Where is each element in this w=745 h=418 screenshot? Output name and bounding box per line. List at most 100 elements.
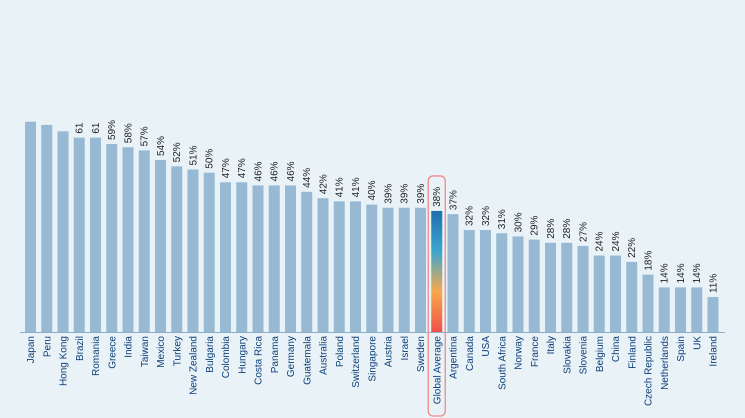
value-label: 46%	[270, 161, 281, 181]
value-label: 39%	[416, 184, 427, 204]
bar-mexico	[155, 159, 166, 332]
category-label: UK	[692, 336, 703, 350]
value-label: 41%	[335, 177, 346, 197]
bar-australia	[317, 198, 329, 332]
category-label: Sweden	[416, 336, 427, 372]
bar-italy	[545, 242, 556, 332]
value-label: 37%	[449, 190, 460, 210]
category-label: Australia	[319, 336, 330, 375]
bar-panama	[268, 185, 280, 332]
bar-hungary	[236, 182, 248, 332]
value-label: 28%	[562, 219, 573, 239]
value-label: 47%	[237, 158, 248, 178]
value-label: 52%	[172, 142, 183, 162]
bar-taiwan	[138, 150, 150, 332]
category-label: Costa Rica	[254, 336, 265, 385]
category-label: Taiwan	[140, 336, 151, 367]
value-label: 61	[91, 122, 102, 134]
bar-china	[610, 255, 621, 332]
bar-belgium	[593, 255, 605, 332]
value-label: 54%	[156, 136, 167, 156]
value-label: 59%	[107, 120, 118, 140]
bar-costa-rica	[252, 185, 264, 332]
category-label: Romania	[91, 336, 102, 376]
value-label: 31%	[497, 209, 508, 229]
value-label: 39%	[384, 184, 395, 204]
category-label: Czech Republic	[644, 336, 655, 406]
category-label: Switzerland	[351, 336, 362, 388]
value-label: 27%	[579, 222, 590, 242]
category-label: Singapore	[367, 336, 378, 382]
value-label: 24%	[611, 231, 622, 251]
value-label: 58%	[124, 123, 135, 143]
bar-norway	[512, 236, 524, 332]
category-label: New Zealand	[189, 336, 200, 395]
category-label: Mexico	[156, 336, 167, 368]
value-label: 14%	[660, 263, 671, 283]
value-label: 44%	[302, 168, 313, 188]
value-label: 14%	[692, 263, 703, 283]
category-label: Greece	[107, 336, 118, 369]
value-label: 18%	[644, 251, 655, 271]
category-label: Global Average	[432, 336, 443, 405]
category-label: Hungary	[237, 336, 248, 374]
category-label: Norway	[514, 336, 525, 370]
category-label: China	[611, 336, 622, 363]
bar-slovakia	[561, 242, 573, 332]
value-label: 24%	[595, 231, 606, 251]
bar-japan	[25, 121, 36, 332]
bar-global-average	[431, 210, 443, 332]
value-label: 47%	[221, 158, 232, 178]
value-label: 28%	[546, 219, 557, 239]
category-label: Brazil	[75, 336, 86, 361]
bar-sweden	[415, 207, 426, 332]
category-label: France	[530, 336, 541, 368]
value-label: 11%	[709, 274, 720, 293]
value-label: 50%	[205, 149, 216, 169]
category-label: South Africa	[497, 336, 508, 390]
bar-colombia	[220, 182, 231, 332]
bar-spain	[675, 287, 686, 332]
category-label: Peru	[42, 336, 53, 357]
category-label: Turkey	[172, 336, 183, 366]
category-label: Guatemala	[302, 336, 313, 385]
category-label: Slovakia	[562, 336, 573, 374]
bar-slovenia	[577, 245, 589, 332]
value-label: 61	[75, 122, 86, 134]
category-label: Hong Kong	[59, 336, 70, 386]
bar-argentina	[447, 214, 459, 332]
bar-bulgaria	[203, 172, 215, 332]
category-label: Canada	[465, 336, 476, 371]
category-label: Japan	[26, 336, 37, 363]
bar-peru	[41, 124, 53, 332]
category-label: Austria	[384, 336, 395, 368]
value-label: 40%	[367, 180, 378, 200]
value-label: 57%	[140, 126, 151, 146]
category-label: Israel	[400, 336, 411, 360]
bar-uk	[691, 287, 703, 332]
value-label: 38%	[432, 187, 443, 207]
bar-turkey	[171, 166, 183, 332]
value-label: 42%	[319, 174, 330, 194]
value-label: 22%	[627, 238, 638, 258]
category-label: Bulgaria	[205, 336, 216, 373]
value-label: 39%	[400, 184, 411, 204]
value-label: 29%	[530, 215, 541, 235]
bar-austria	[382, 207, 394, 332]
bar-romania	[90, 137, 101, 332]
bar-finland	[626, 261, 638, 332]
category-label: Argentina	[449, 336, 460, 379]
bar-switzerland	[350, 201, 361, 332]
bar-south-africa	[496, 233, 508, 332]
value-label: 32%	[481, 206, 492, 226]
category-label: India	[124, 336, 135, 358]
value-label: 32%	[465, 206, 476, 226]
bar-germany	[285, 185, 296, 332]
category-label: Belgium	[595, 336, 606, 372]
bar-new-zealand	[187, 169, 199, 332]
bar-guatemala	[301, 191, 313, 332]
category-label: Finland	[627, 336, 638, 369]
category-label: Netherlands	[660, 336, 671, 390]
